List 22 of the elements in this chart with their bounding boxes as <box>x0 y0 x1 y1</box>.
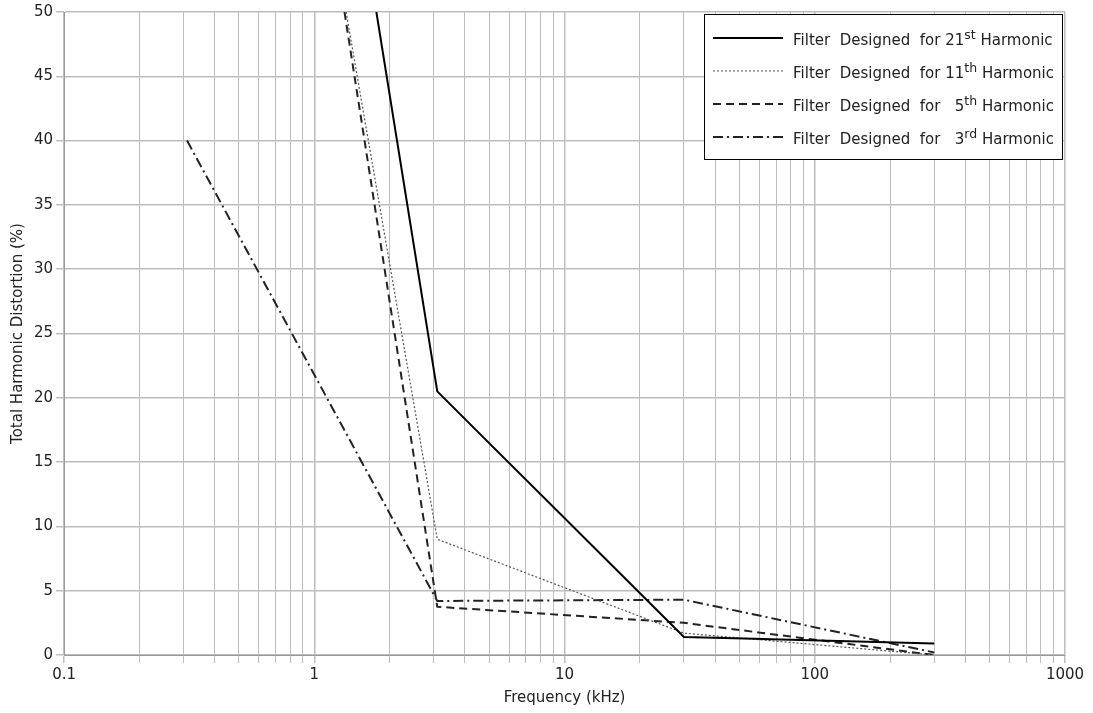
y-tick-label: 15 <box>33 451 54 470</box>
legend-label: Filter Designed for 5$^{th}$ Harmonic <box>793 92 1054 115</box>
x-tick-label: 1 <box>309 664 320 683</box>
y-tick-label: 25 <box>33 323 54 342</box>
y-tick-label: 40 <box>33 130 54 149</box>
y-axis-title: Total Harmonic Distortion (%) <box>7 223 26 445</box>
y-tick-label: 5 <box>43 580 54 599</box>
x-tick-label: 1000 <box>1045 664 1085 683</box>
legend-label: Filter Designed for 21$^{st}$ Harmonic <box>793 26 1053 49</box>
legend-label: Filter Designed for 3$^{rd}$ Harmonic <box>793 125 1054 148</box>
legend-label: Filter Designed for 11$^{th}$ Harmonic <box>793 59 1054 82</box>
x-tick-label: 10 <box>555 664 575 683</box>
y-tick-label: 50 <box>33 1 54 20</box>
y-tick-label: 30 <box>33 259 54 278</box>
y-tick-label: 10 <box>33 516 54 535</box>
x-axis-title: Frequency (kHz) <box>503 687 626 706</box>
x-tick-label: 100 <box>800 664 830 683</box>
y-tick-label: 0 <box>43 644 54 663</box>
y-tick-label: 35 <box>33 194 54 213</box>
y-tick-label: 20 <box>33 387 54 406</box>
x-tick-label: 0.1 <box>52 664 77 683</box>
y-tick-label: 45 <box>33 66 54 85</box>
